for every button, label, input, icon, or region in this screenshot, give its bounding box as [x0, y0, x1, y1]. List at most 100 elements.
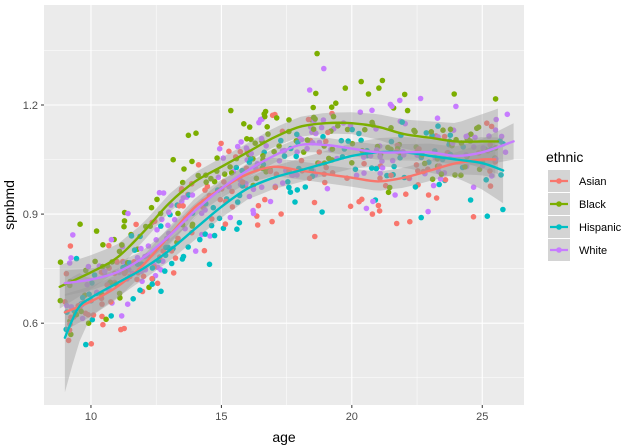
data-point-asian [377, 175, 383, 182]
data-point-white [430, 182, 437, 189]
data-point-black [260, 153, 266, 159]
data-point-white [353, 172, 360, 179]
legend-key-point [556, 201, 562, 207]
major-gridlines [44, 5, 524, 405]
data-point-white [207, 233, 213, 239]
data-point-black [121, 223, 127, 230]
data-point-black [181, 166, 187, 172]
data-point-white [470, 184, 477, 190]
data-point-asian [170, 270, 177, 276]
data-point-hispanic [208, 222, 215, 229]
data-point-black [93, 228, 100, 234]
data-point-hispanic [338, 137, 345, 144]
data-point-black [349, 140, 356, 147]
data-point-asian [106, 242, 112, 249]
data-point-white [160, 190, 167, 196]
data-point-white [138, 245, 144, 252]
data-point-asian [311, 199, 318, 206]
plot-panel [44, 5, 524, 405]
data-point-asian [218, 140, 224, 147]
data-point-black [451, 91, 458, 97]
data-point-black [246, 124, 253, 130]
data-point-white [379, 165, 386, 171]
data-point-black [312, 116, 318, 122]
data-point-asian [312, 233, 318, 240]
data-point-hispanic [91, 272, 98, 278]
data-point-hispanic [356, 130, 362, 137]
data-point-asian [413, 162, 420, 168]
data-point-white [437, 176, 444, 182]
data-point-hispanic [423, 130, 430, 136]
data-point-black [248, 136, 254, 143]
data-point-asian [237, 148, 244, 155]
data-point-black [429, 176, 436, 182]
data-point-white [145, 243, 152, 249]
data-point-hispanic [286, 184, 292, 191]
data-point-white [417, 95, 424, 102]
data-point-asian [407, 218, 413, 225]
data-point-asian [154, 280, 161, 287]
data-point-asian [172, 255, 179, 261]
data-point-asian [322, 179, 328, 186]
data-point-white [361, 170, 367, 176]
data-point-hispanic [246, 159, 253, 166]
data-point-white [234, 143, 241, 150]
data-point-white [298, 136, 305, 143]
data-point-asian [325, 129, 331, 136]
data-point-black [68, 331, 74, 338]
data-point-black [175, 210, 181, 217]
data-point-asian [425, 192, 432, 198]
data-point-black [221, 171, 228, 177]
data-point-asian [375, 202, 382, 209]
data-point-white [294, 172, 300, 178]
data-point-white [304, 145, 310, 152]
data-point-hispanic [498, 172, 504, 178]
data-point-white [108, 236, 115, 243]
data-point-black [376, 85, 382, 91]
data-point-asian [217, 196, 224, 203]
data-point-asian [376, 208, 383, 214]
data-point-hispanic [210, 204, 217, 211]
data-point-white [182, 225, 188, 232]
data-point-white [171, 216, 178, 223]
data-point-black [335, 123, 341, 129]
legend-label-black: Black [579, 199, 606, 211]
data-point-asian [316, 149, 323, 155]
data-point-asian [114, 259, 120, 265]
data-point-hispanic [467, 197, 474, 203]
smooth-lines [58, 121, 515, 339]
data-point-asian [433, 195, 440, 201]
data-point-white [425, 208, 431, 215]
data-point-white [392, 192, 398, 198]
data-point-asian [63, 270, 70, 277]
data-point-black [119, 242, 125, 248]
data-point-hispanic [352, 166, 359, 173]
data-point-black [349, 160, 355, 166]
legend-title: ethnic [546, 149, 583, 165]
data-point-hispanic [149, 265, 156, 271]
data-point-hispanic [108, 313, 114, 319]
x-axis-ticks: 10 15 20 25 [85, 405, 488, 423]
data-point-white [79, 315, 86, 322]
data-point-black [385, 189, 392, 196]
data-point-white [492, 127, 499, 133]
data-point-hispanic [128, 233, 135, 239]
data-point-asian [226, 148, 232, 155]
data-point-white [125, 210, 131, 217]
data-point-white [369, 107, 375, 114]
data-point-asian [254, 222, 261, 228]
data-point-white [267, 198, 274, 205]
data-point-hispanic [179, 256, 186, 262]
data-point-white [227, 214, 234, 221]
data-point-black [286, 117, 292, 123]
data-point-asian [484, 120, 490, 126]
data-point-black [189, 223, 195, 229]
y-tick-label: 1.2 [23, 100, 38, 112]
data-point-hispanic [79, 294, 86, 301]
data-point-asian [133, 221, 139, 228]
data-point-white [367, 153, 374, 159]
data-point-black [452, 172, 458, 178]
data-point-white [159, 216, 165, 223]
data-point-asian [209, 216, 215, 222]
x-tick-label: 15 [215, 411, 227, 423]
